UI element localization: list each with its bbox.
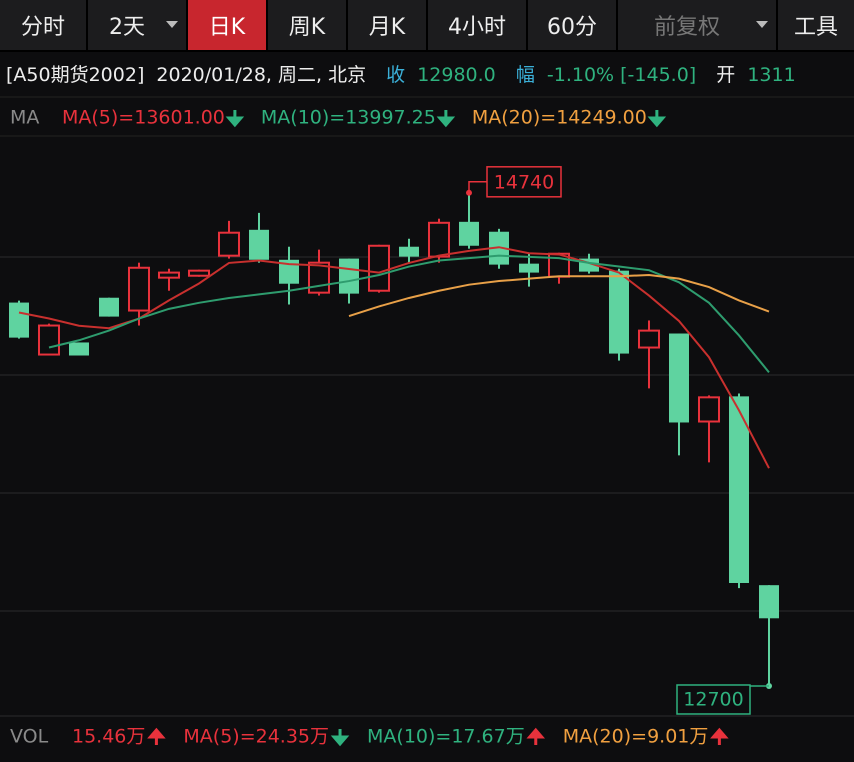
trend-arrow: [330, 729, 350, 747]
legend-title: MA: [10, 107, 39, 129]
chart-background: [0, 97, 854, 762]
legend-entry: MA(10)=13997.25: [261, 107, 436, 129]
change-label: 幅: [515, 64, 535, 86]
trend-arrow: [526, 727, 546, 745]
change-value: [-145.0]: [620, 64, 697, 86]
legend-entry: MA(20)=14249.00: [472, 107, 647, 129]
candle-body: [729, 396, 749, 584]
candle-body: [519, 263, 539, 273]
open-label: 开: [716, 64, 736, 86]
trend-arrow: [647, 110, 667, 128]
low-box: [676, 684, 751, 715]
candle-body: [188, 269, 210, 277]
info-line: [A50期货2002] 2020/01/28, 周二, 北京 收 12980.0…: [6, 60, 854, 87]
tab[interactable]: 月K: [348, 0, 428, 50]
candle-body: [9, 302, 29, 338]
candle-body: [638, 329, 660, 349]
close-label: 收: [386, 64, 406, 86]
volume-entry: MA(5)=24.35万: [183, 726, 329, 748]
candle-body: [69, 342, 89, 356]
candle-body: [339, 258, 359, 294]
candle-body: [459, 221, 479, 246]
candle-body: [158, 271, 180, 279]
tab[interactable]: 4小时: [428, 0, 528, 50]
candle-body: [218, 231, 240, 257]
volume-entry: 15.46万: [72, 726, 145, 748]
trend-arrow: [147, 727, 166, 745]
ma-line: [48, 254, 770, 374]
close-value: 12980.0: [417, 64, 496, 86]
high-label: 14740: [494, 171, 554, 193]
legend-entry: MA(5)=13601.00: [62, 107, 225, 129]
tab-label: 2天: [109, 15, 145, 40]
candle-body: [128, 266, 150, 312]
candle-body: [99, 297, 119, 317]
open-value: 1311: [747, 64, 796, 86]
trend-arrow: [225, 110, 245, 128]
tab[interactable]: 周K: [268, 0, 348, 50]
tab[interactable]: 工具: [793, 15, 838, 40]
candle-body: [38, 324, 60, 356]
candle-body: [698, 396, 720, 423]
candle-body: [669, 333, 689, 423]
symbol: [A50期货2002]: [6, 64, 145, 86]
change-pct: -1.10%: [546, 64, 615, 86]
candle-body: [249, 229, 269, 260]
candle-body: [609, 270, 629, 354]
low-label: 12700: [683, 688, 743, 710]
candle-body: [428, 221, 450, 258]
high-box: [486, 166, 562, 198]
tab[interactable]: 前复权: [618, 0, 778, 50]
trend-arrow: [710, 727, 729, 745]
ma-line: [18, 246, 770, 469]
date: 2020/01/28, 周二, 北京: [156, 64, 367, 86]
volume-title: VOL: [10, 726, 49, 748]
dropdown-arrow: [756, 21, 768, 28]
tab-label: 前复权: [653, 15, 720, 40]
tab[interactable]: 2天: [88, 0, 188, 50]
candle-body: [759, 585, 779, 619]
tab[interactable]: 分时: [0, 0, 88, 50]
high-leader: [468, 181, 487, 193]
volume-entry: MA(20)=9.01万: [563, 726, 709, 748]
candle-body: [368, 244, 390, 292]
tab[interactable]: 日K: [188, 0, 268, 50]
volume-entry: MA(10)=17.67万: [367, 726, 525, 748]
candle-body: [399, 246, 419, 257]
dropdown-arrow: [166, 21, 178, 28]
trend-arrow: [436, 110, 456, 128]
ma-line: [348, 274, 770, 318]
candle-body: [279, 259, 299, 284]
toolbar: 分时 2天 日K 周K 月K 4小时 60分 前复权 工具: [0, 0, 854, 52]
tab[interactable]: 60分: [528, 0, 618, 50]
